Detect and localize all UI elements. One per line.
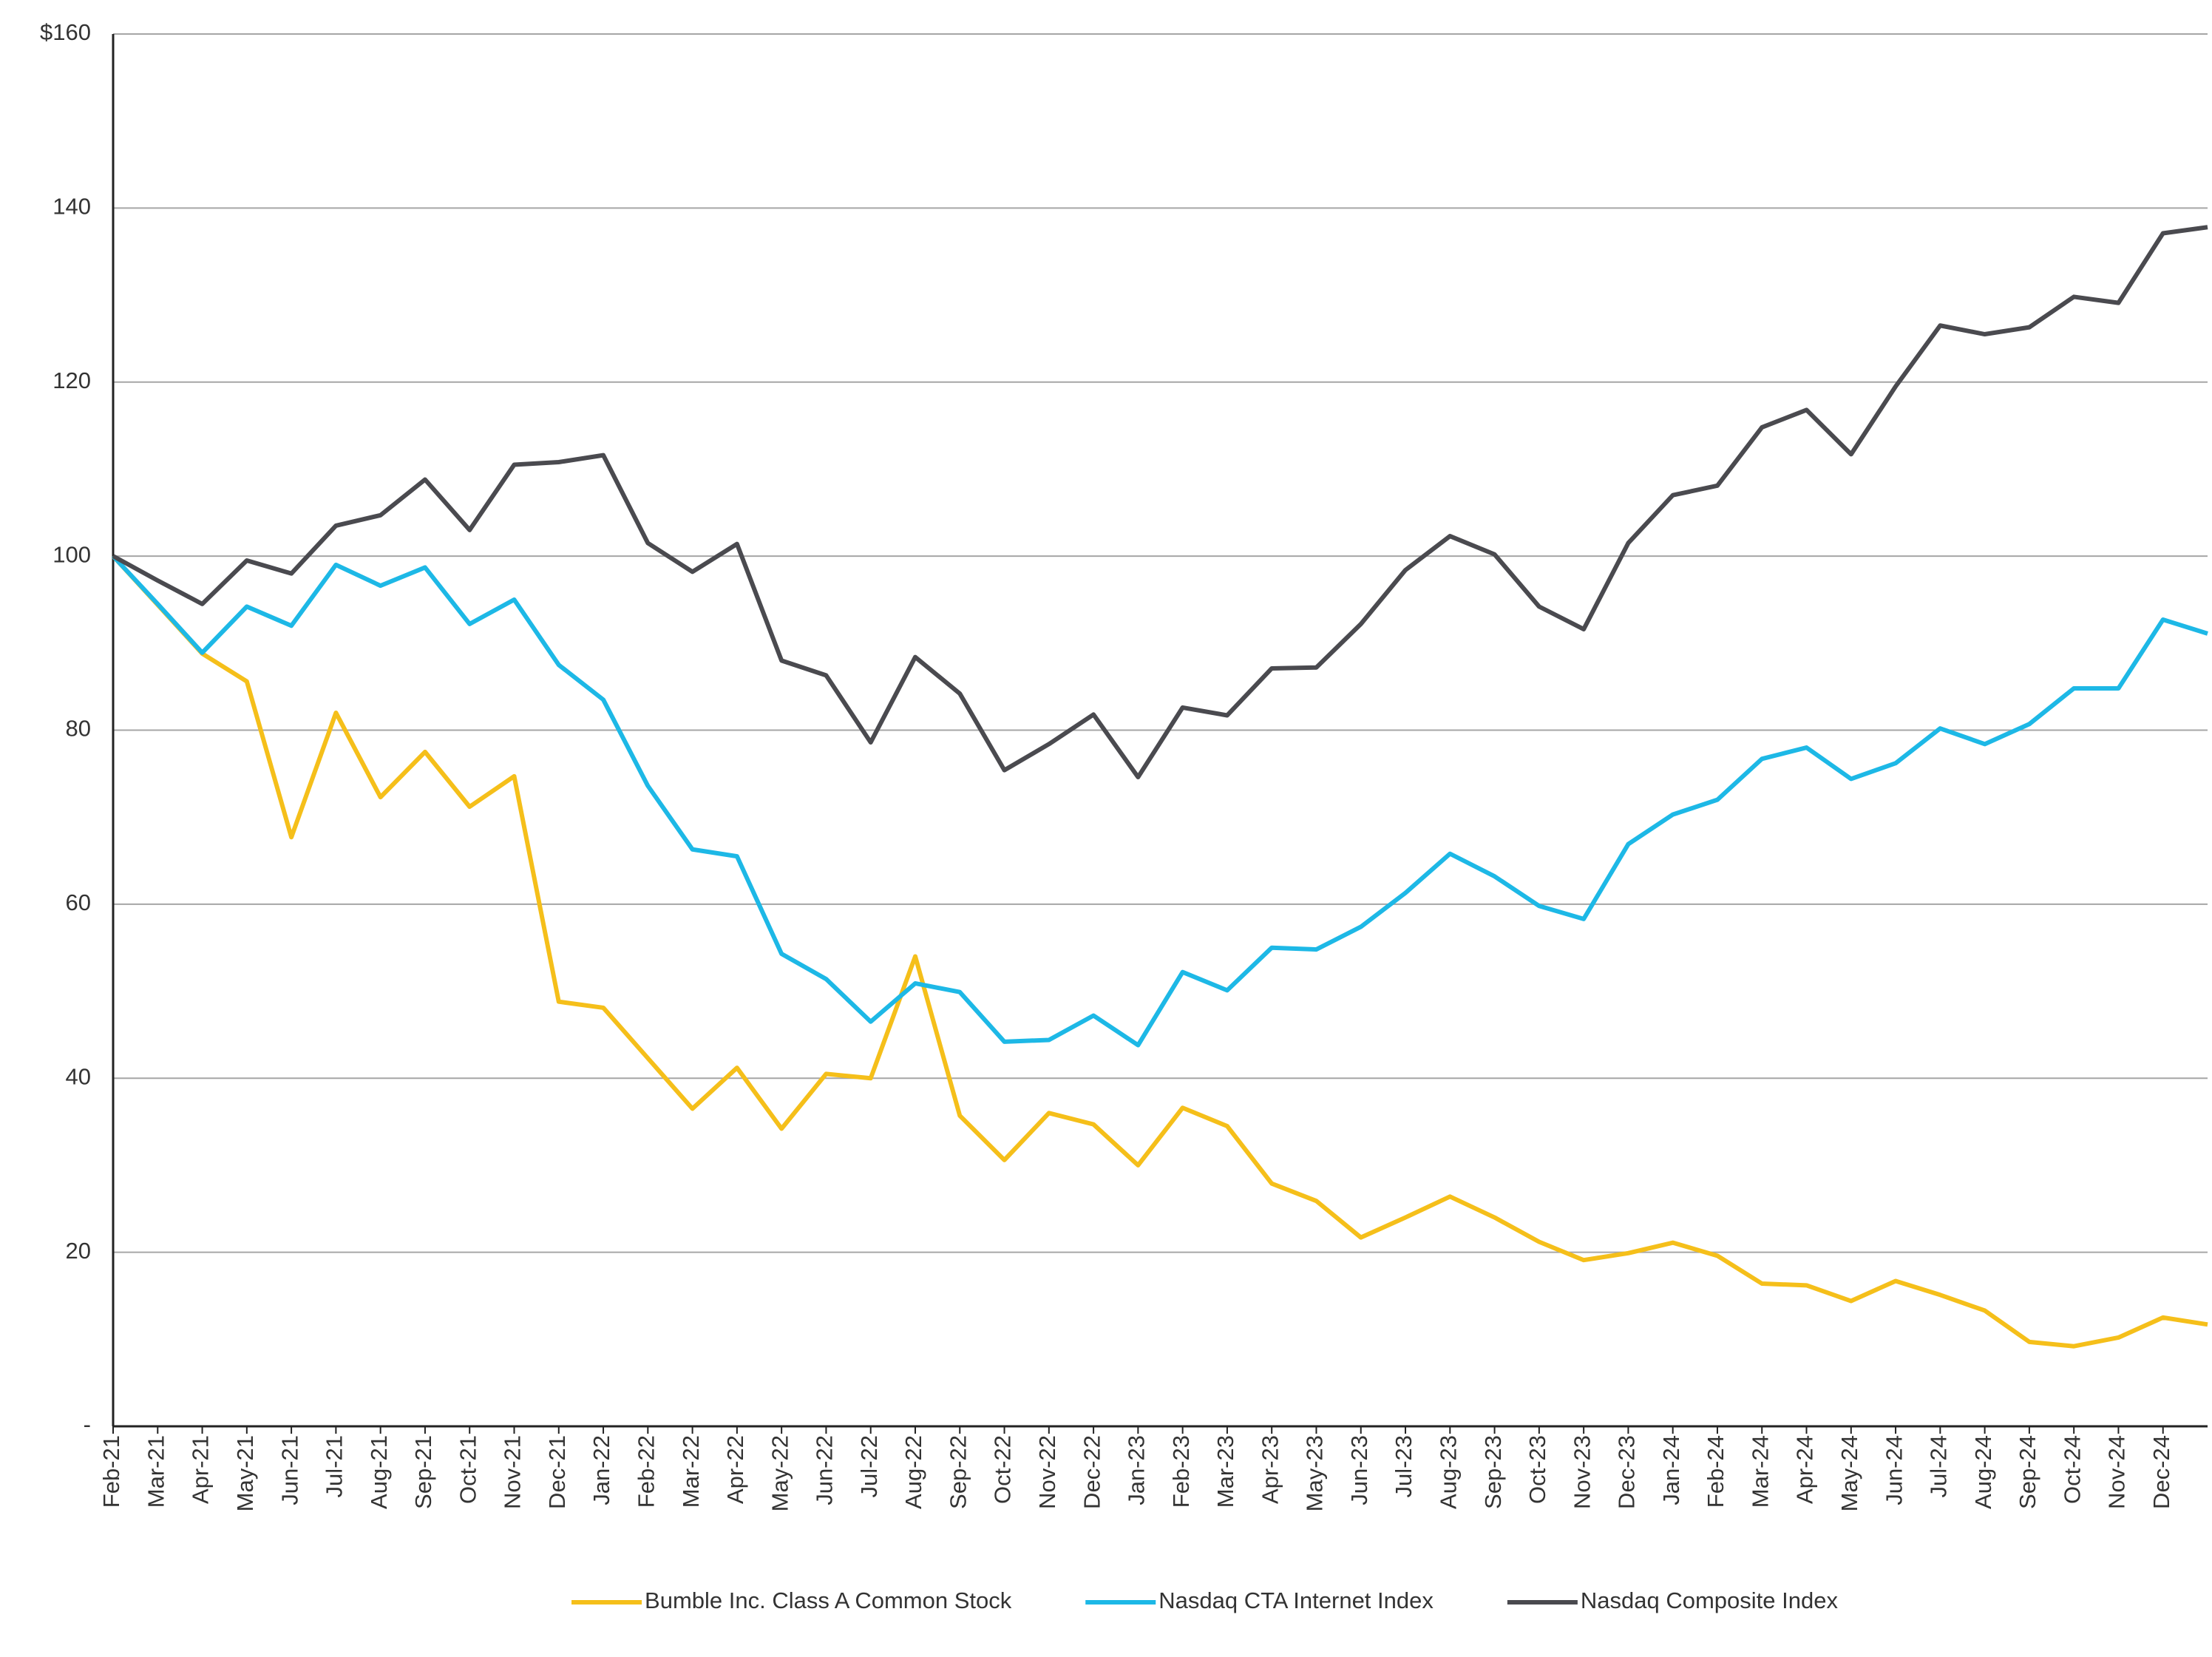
x-tick-label: Mar-22 xyxy=(678,1435,704,1508)
x-tick-label: Feb-21 xyxy=(98,1435,124,1508)
x-tick-label: Mar-21 xyxy=(143,1435,169,1508)
x-tick-label: Dec-24 xyxy=(2148,1435,2174,1509)
x-tick-label: Oct-21 xyxy=(455,1435,481,1504)
x-tick-label: Feb-22 xyxy=(634,1435,659,1508)
x-tick-label: Oct-22 xyxy=(990,1435,1016,1504)
y-tick-label: 100 xyxy=(52,541,91,567)
y-tick-label: $160 xyxy=(40,19,91,45)
x-tick-label: Apr-21 xyxy=(188,1435,214,1504)
x-tick-label: Nov-21 xyxy=(500,1435,526,1509)
y-tick-label: - xyxy=(84,1412,91,1437)
x-tick-label: Mar-23 xyxy=(1212,1435,1238,1508)
x-tick-label: Jul-23 xyxy=(1391,1435,1417,1497)
x-tick-label: Apr-23 xyxy=(1257,1435,1283,1504)
legend-label: Nasdaq Composite Index xyxy=(1581,1587,1839,1613)
x-tick-label: Nov-24 xyxy=(2104,1435,2130,1509)
x-tick-label: Sep-21 xyxy=(410,1435,436,1509)
x-tick-label: May-23 xyxy=(1302,1435,1328,1511)
legend-label: Bumble Inc. Class A Common Stock xyxy=(645,1587,1012,1613)
x-tick-label: Dec-21 xyxy=(544,1435,570,1509)
x-tick-label: Nov-23 xyxy=(1569,1435,1595,1509)
x-tick-label: Jul-22 xyxy=(856,1435,882,1497)
y-tick-label: 80 xyxy=(66,716,91,742)
x-tick-label: Nov-22 xyxy=(1034,1435,1060,1509)
x-tick-label: Jun-21 xyxy=(276,1435,302,1505)
x-tick-label: Apr-24 xyxy=(1792,1435,1818,1504)
x-tick-label: Feb-23 xyxy=(1168,1435,1194,1508)
y-tick-label: 60 xyxy=(66,890,91,915)
y-tick-label: 140 xyxy=(52,194,91,220)
y-tick-label: 40 xyxy=(66,1063,91,1089)
legend-label: Nasdaq CTA Internet Index xyxy=(1158,1587,1434,1613)
x-tick-label: Dec-23 xyxy=(1614,1435,1640,1509)
x-tick-label: Sep-24 xyxy=(2015,1435,2040,1509)
x-tick-label: Oct-24 xyxy=(2059,1435,2085,1504)
y-tick-label: 120 xyxy=(52,367,91,393)
x-tick-label: Jul-21 xyxy=(322,1435,347,1497)
x-tick-label: Jun-22 xyxy=(812,1435,838,1505)
x-tick-label: Aug-24 xyxy=(1970,1435,1996,1509)
x-tick-label: Jul-24 xyxy=(1926,1435,1952,1497)
x-tick-label: Jan-24 xyxy=(1658,1435,1684,1505)
x-tick-label: Sep-23 xyxy=(1480,1435,1506,1509)
x-tick-label: Jan-23 xyxy=(1124,1435,1150,1505)
x-tick-label: Feb-24 xyxy=(1703,1435,1728,1508)
x-tick-label: Aug-22 xyxy=(900,1435,926,1509)
x-tick-label: Dec-22 xyxy=(1079,1435,1105,1509)
series-line xyxy=(112,225,2208,780)
x-tick-label: Jun-24 xyxy=(1881,1435,1907,1505)
x-tick-label: May-22 xyxy=(767,1435,793,1511)
x-tick-label: May-24 xyxy=(1836,1435,1862,1511)
y-tick-label: 20 xyxy=(66,1238,91,1264)
x-tick-label: Jan-22 xyxy=(588,1435,614,1505)
series-line xyxy=(111,555,2208,1048)
x-tick-label: Apr-22 xyxy=(722,1435,748,1504)
x-tick-label: Sep-22 xyxy=(945,1435,971,1509)
x-tick-label: Aug-23 xyxy=(1435,1435,1461,1509)
x-tick-label: Aug-21 xyxy=(366,1435,392,1509)
x-tick-label: Oct-23 xyxy=(1524,1435,1550,1504)
series-line xyxy=(111,555,2208,1349)
x-tick-label: Mar-24 xyxy=(1747,1435,1773,1508)
x-tick-label: May-21 xyxy=(232,1435,258,1511)
x-tick-label: Jun-23 xyxy=(1346,1435,1372,1505)
